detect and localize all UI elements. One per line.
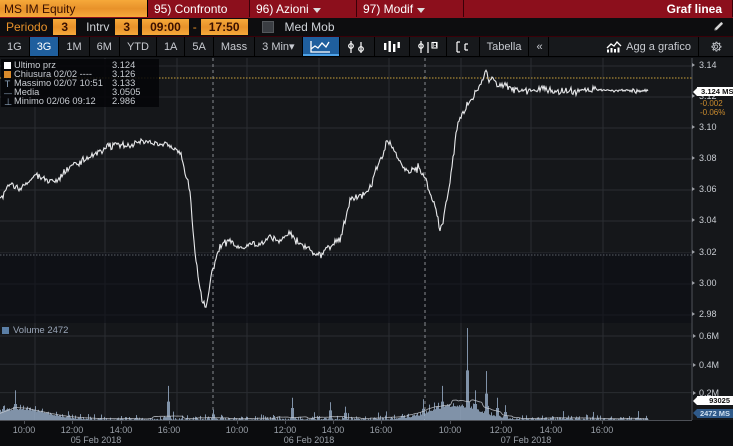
svg-text:H: H — [433, 43, 437, 49]
